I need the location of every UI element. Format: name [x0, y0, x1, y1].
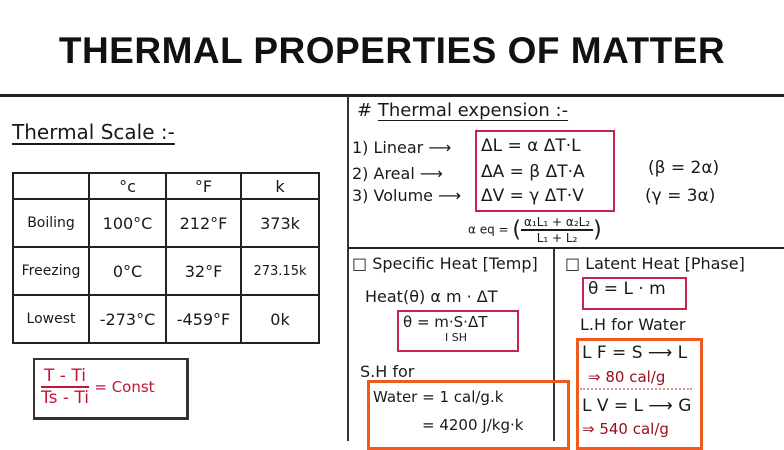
table-cell: Freezing [12, 246, 90, 296]
expansion-label-linear: 1) Linear ⟶ [352, 138, 452, 157]
table-row: Lowest -273°C -459°F 0k [12, 294, 320, 344]
thermal-scale-heading: Thermal Scale :- [12, 120, 175, 144]
latent-vaporization: L V = L ⟶ G [582, 396, 692, 416]
gamma-note: (γ = 3α) [645, 186, 716, 206]
table-row: Freezing 0°C 32°F 273.15k [12, 246, 320, 296]
specific-heat-formula: θ = m·S·ΔT [403, 313, 488, 331]
table-cell: Lowest [12, 294, 90, 344]
lh-for-water-label: L.H for Water [580, 315, 686, 334]
beta-note: (β = 2α) [648, 158, 720, 178]
sh-for-label: S.H for [360, 362, 415, 381]
latent-fusion-value: ⇒ 80 cal/g [588, 368, 666, 386]
divider [0, 94, 784, 97]
table-cell: 100°C [88, 198, 167, 248]
specific-heat-formula-box [397, 310, 519, 352]
divider [347, 96, 349, 441]
hash-mark: # [357, 100, 373, 121]
alpha-eq-lhs: α eq = [468, 222, 509, 237]
thermal-scale-table: °c °F k Boiling 100°C 212°F 373k Freezin… [12, 172, 320, 344]
heading-text: Thermal expension :- [377, 100, 569, 121]
divider [553, 249, 555, 441]
formula-numerator: T - Ti [41, 366, 89, 388]
latent-heat-formula-box [582, 277, 687, 310]
volume-formula: ΔV = γ ΔT·V [481, 186, 584, 206]
table-cell: 212°F [165, 198, 242, 248]
table-cell: Boiling [12, 198, 90, 248]
table-header-cell [12, 172, 90, 200]
formula-rhs: = Const [94, 378, 155, 396]
table-row: Boiling 100°C 212°F 373k [12, 198, 320, 248]
water-sh-line2: = 4200 J/kg·k [422, 416, 524, 434]
latent-heat-formula: θ = L · m [588, 279, 666, 299]
alpha-eq-formula: α eq = (α₁L₁ + α₂L₂ L₁ + L₂) [468, 215, 602, 245]
table-cell: 32°F [165, 246, 242, 296]
latent-vaporization-value: ⇒ 540 cal/g [582, 420, 669, 438]
water-sh-line1: Water = 1 cal/g.k [373, 388, 504, 406]
table-cell: -459°F [165, 294, 242, 344]
specific-heat-subscript: I SH [445, 331, 467, 344]
latent-heat-heading: □ Latent Heat [Phase] [565, 254, 745, 273]
table-cell: 273.15k [240, 246, 320, 296]
expansion-label-volume: 3) Volume ⟶ [352, 186, 462, 205]
heat-relation: Heat(θ) α m · ΔT [365, 287, 498, 306]
expansion-label-areal: 2) Areal ⟶ [352, 164, 443, 183]
table-cell: 0°C [88, 246, 167, 296]
expansion-formula-box [475, 130, 615, 212]
table-cell: 373k [240, 198, 320, 248]
thermal-expansion-heading: # Thermal expension :- [357, 100, 568, 121]
temperature-formula-box: T - Ti Ts - Ti = Const [33, 358, 189, 420]
divider [348, 247, 784, 249]
table-header: °c °F k [12, 172, 320, 200]
formula-denominator: Ts - Ti [41, 388, 89, 408]
table-header-cell: °F [165, 172, 242, 200]
page-title: THERMAL PROPERTIES OF MATTER [58, 30, 726, 71]
specific-heat-heading: □ Specific Heat [Temp] [352, 254, 538, 273]
table-header-cell: °c [88, 172, 167, 200]
linear-formula: ΔL = α ΔT·L [481, 136, 581, 156]
temperature-formula: T - Ti Ts - Ti = Const [41, 366, 155, 408]
dotted-separator [580, 388, 692, 390]
latent-fusion: L F = S ⟶ L [582, 343, 688, 363]
areal-formula: ΔA = β ΔT·A [481, 162, 585, 182]
alpha-eq-denominator: L₁ + L₂ [536, 231, 578, 245]
alpha-eq-numerator: α₁L₁ + α₂L₂ [521, 215, 594, 231]
table-cell: -273°C [88, 294, 167, 344]
table-cell: 0k [240, 294, 320, 344]
table-header-cell: k [240, 172, 320, 200]
